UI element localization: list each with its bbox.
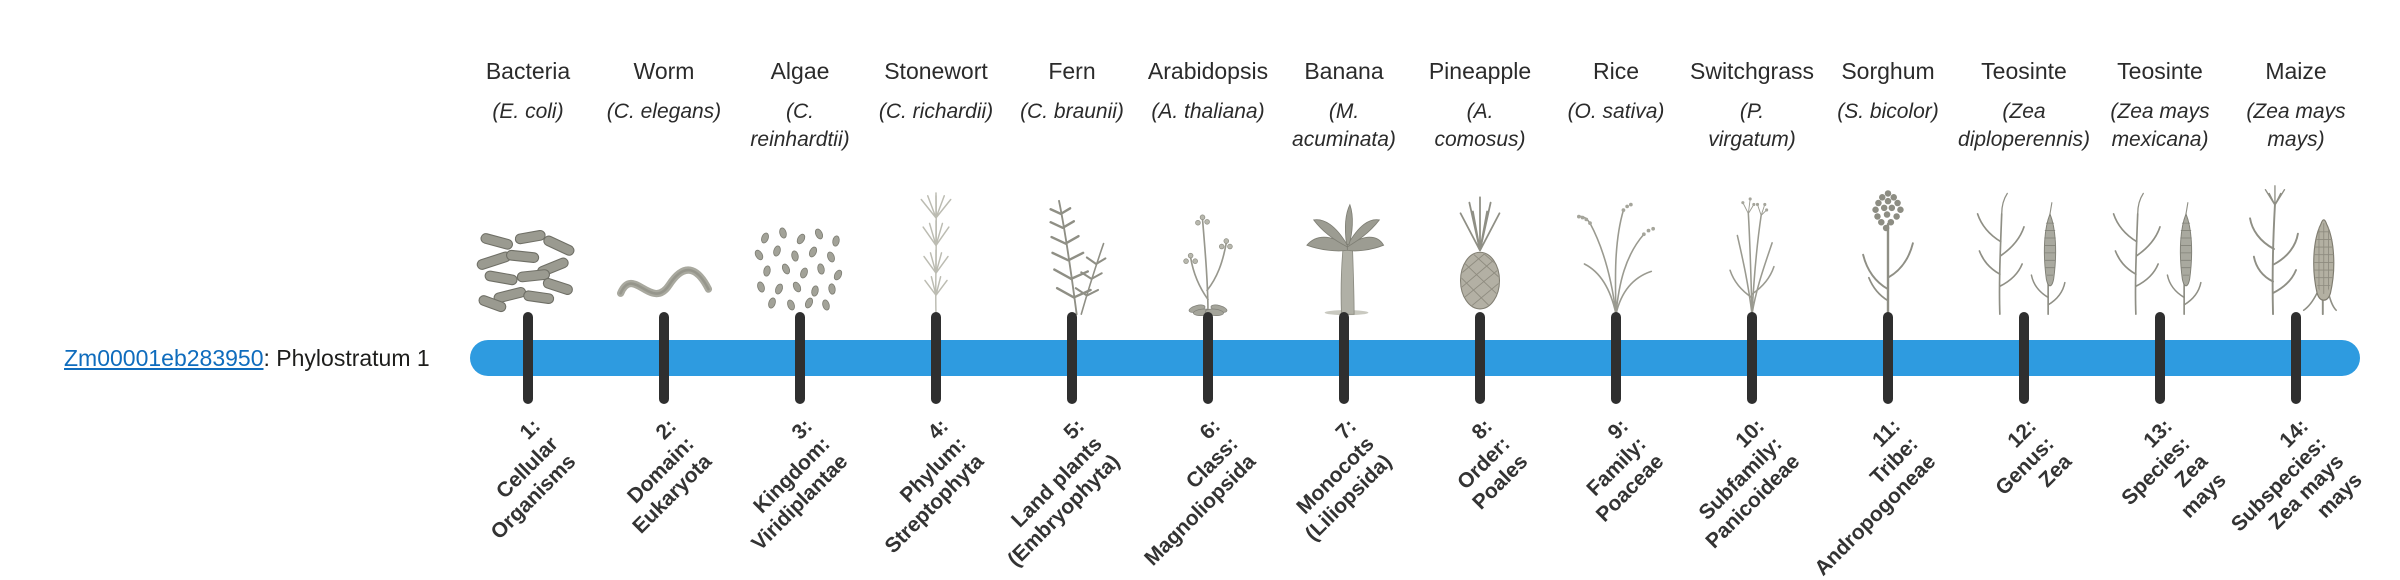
organism-name: Teosinte xyxy=(1981,58,2067,84)
organism-column: Banana (M. acuminata) xyxy=(1266,58,1422,316)
organism-name: Maize xyxy=(2265,58,2327,84)
organism-column: Maize (Zea mays mays) xyxy=(2218,58,2374,316)
organism-name: Sorghum xyxy=(1841,58,1935,84)
timeline-tick xyxy=(931,312,941,404)
organism-scientific-name: (Zea diploperennis) xyxy=(1958,100,2090,151)
organism-scientific-name: (C. richardii) xyxy=(878,100,994,123)
organism-scientific-name: (Zea mays mays) xyxy=(2246,100,2346,151)
maize-icon xyxy=(2236,182,2356,316)
organism-column: Rice (O. sativa) xyxy=(1538,58,1694,316)
organism-scientific-name: (E. coli) xyxy=(492,100,564,123)
organism-name: Switchgrass xyxy=(1690,58,1814,84)
worm-icon xyxy=(612,254,716,316)
organism-column: Arabidopsis (A. thaliana) xyxy=(1130,58,1286,316)
timeline-bar xyxy=(470,340,2360,376)
gene-id-link[interactable]: Zm00001eb283950 xyxy=(64,345,264,371)
timeline-tick xyxy=(659,312,669,404)
timeline-tick xyxy=(2019,312,2029,404)
algae-icon xyxy=(750,226,850,316)
sorghum-icon xyxy=(1840,182,1936,316)
organism-column: Teosinte (Zea diploperennis) xyxy=(1946,58,2102,316)
organism-scientific-name: (C. braunii) xyxy=(1020,100,1124,123)
bacteria-icon xyxy=(472,228,584,316)
organism-column: Sorghum (S. bicolor) xyxy=(1810,58,1966,316)
organism-scientific-name: (C. reinhardtii) xyxy=(750,100,850,151)
organism-scientific-name: (M. acuminata) xyxy=(1292,100,1396,151)
organism-name: Arabidopsis xyxy=(1147,58,1269,84)
organism-name: Worm xyxy=(633,58,695,84)
organism-column: Switchgrass (P. virgatum) xyxy=(1674,58,1830,316)
pineapple-icon xyxy=(1435,192,1525,316)
organism-name: Fern xyxy=(1048,58,1096,84)
timeline-tick xyxy=(1611,312,1621,404)
phylostratum-text: : Phylostratum 1 xyxy=(263,345,430,371)
organism-scientific-name: (A. comosus) xyxy=(1434,100,1526,151)
organism-column: Stonewort (C. richardii) xyxy=(858,58,1014,316)
organism-name: Banana xyxy=(1304,58,1384,84)
organism-scientific-name: (A. thaliana) xyxy=(1151,100,1265,123)
stonewort-icon xyxy=(890,186,982,316)
timeline-tick xyxy=(2155,312,2165,404)
organism-column: Algae (C. reinhardtii) xyxy=(722,58,878,316)
teosinte-icon xyxy=(1966,186,2082,316)
timeline-tick xyxy=(1067,312,1077,404)
timeline-tick xyxy=(1747,312,1757,404)
organism-column: Pineapple (A. comosus) xyxy=(1402,58,1558,316)
timeline-tick xyxy=(523,312,533,404)
timeline-tick xyxy=(1339,312,1349,404)
timeline-tick xyxy=(1203,312,1213,404)
switchgrass-icon xyxy=(1704,188,1800,316)
organism-name: Pineapple xyxy=(1428,58,1532,84)
rice-icon xyxy=(1566,186,1666,316)
organism-scientific-name: (C. elegans) xyxy=(606,100,722,123)
timeline-tick xyxy=(795,312,805,404)
organism-column: Teosinte (Zea mays mexicana) xyxy=(2082,58,2238,316)
timeline-tick xyxy=(2291,312,2301,404)
banana-icon xyxy=(1291,198,1397,316)
organism-scientific-name: (O. sativa) xyxy=(1567,100,1665,123)
teosinte-icon xyxy=(2102,186,2218,316)
organism-column: Worm (C. elegans) xyxy=(586,58,742,316)
timeline-tick xyxy=(1883,312,1893,404)
organism-name: Bacteria xyxy=(485,58,571,84)
organism-scientific-name: (Zea mays mexicana) xyxy=(2110,100,2210,151)
organism-name: Teosinte xyxy=(2117,58,2203,84)
arabidopsis-icon xyxy=(1160,188,1256,316)
organism-scientific-name: (P. virgatum) xyxy=(1708,100,1796,151)
gene-label: Zm00001eb283950: Phylostratum 1 xyxy=(64,345,430,372)
timeline-tick xyxy=(1475,312,1485,404)
fern-icon xyxy=(1022,186,1122,316)
organism-name: Rice xyxy=(1592,58,1639,84)
organism-scientific-name: (S. bicolor) xyxy=(1837,100,1939,123)
organism-column: Bacteria (E. coli) xyxy=(450,58,606,316)
organism-name: Stonewort xyxy=(884,58,988,84)
organism-name: Algae xyxy=(770,58,830,84)
organism-column: Fern (C. braunii) xyxy=(994,58,1150,316)
